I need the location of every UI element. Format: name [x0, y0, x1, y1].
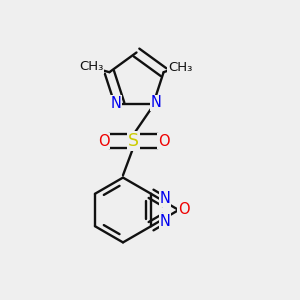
Text: O: O: [98, 134, 109, 148]
Text: O: O: [178, 202, 190, 217]
Text: N: N: [159, 191, 170, 206]
Text: N: N: [151, 95, 162, 110]
Text: S: S: [128, 132, 139, 150]
Text: N: N: [111, 96, 122, 111]
Text: CH₃: CH₃: [79, 60, 104, 73]
Text: O: O: [158, 134, 169, 148]
Text: CH₃: CH₃: [168, 61, 192, 74]
Text: N: N: [159, 214, 170, 229]
